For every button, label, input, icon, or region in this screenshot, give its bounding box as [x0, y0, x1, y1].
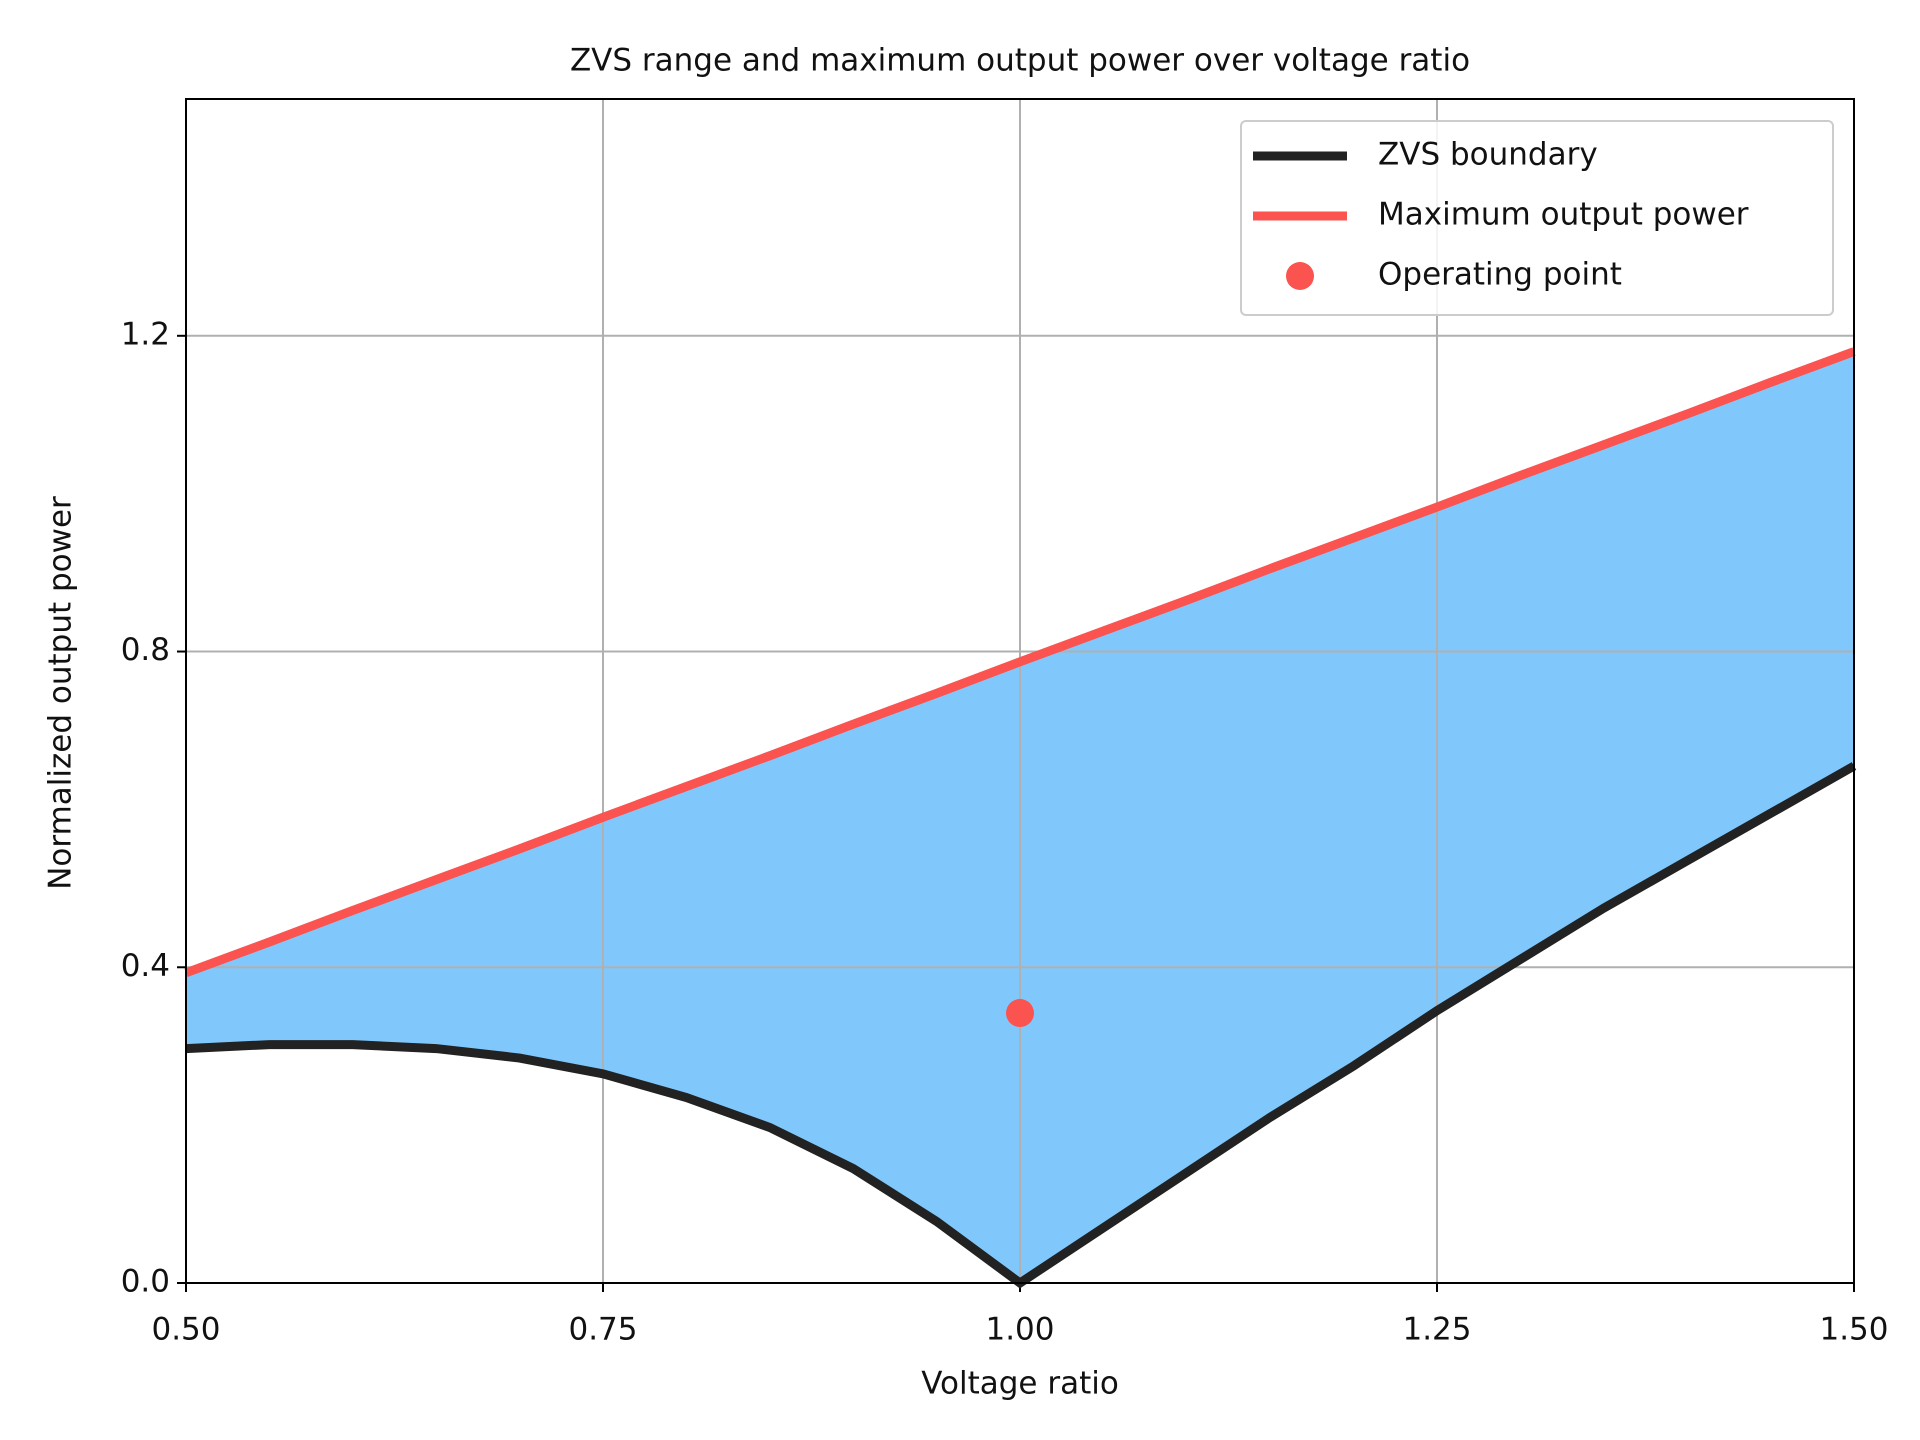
y-tick-label: 0.0	[121, 1264, 170, 1300]
x-tick-label: 1.25	[1402, 1312, 1471, 1348]
legend-label: ZVS boundary	[1378, 137, 1598, 173]
legend-marker	[1286, 262, 1314, 290]
operating-point	[1006, 999, 1034, 1028]
legend-label: Maximum output power	[1378, 197, 1749, 233]
y-tick-label: 0.4	[121, 948, 170, 984]
y-tick-label: 0.8	[121, 632, 170, 668]
x-tick-label: 0.75	[568, 1312, 637, 1348]
legend-label: Operating point	[1378, 257, 1622, 293]
legend-box	[1240, 120, 1834, 316]
y-tick-label: 1.2	[121, 316, 170, 352]
plot-frame	[185, 98, 1855, 1284]
x-tick-label: 1.50	[1819, 1312, 1888, 1348]
x-axis-label: Voltage ratio	[921, 1366, 1119, 1402]
chart-title: ZVS range and maximum output power over …	[570, 43, 1470, 79]
series-line	[184, 347, 1856, 978]
x-tick-label: 0.50	[151, 1312, 220, 1348]
y-axis-label: Normalized output power	[43, 496, 79, 890]
x-tick-label: 1.00	[985, 1312, 1054, 1348]
